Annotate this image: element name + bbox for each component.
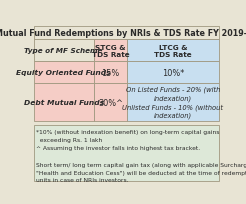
Bar	[127, 39, 218, 62]
Text: indexation): indexation)	[154, 95, 192, 102]
Text: Type of MF Scheme: Type of MF Scheme	[24, 48, 103, 54]
Text: "Health and Education Cess") will be deducted at the time of redemption of: "Health and Education Cess") will be ded…	[35, 170, 246, 175]
Text: Equity Oriented Funds: Equity Oriented Funds	[16, 70, 111, 76]
Text: Unlisted Funds - 10% (without: Unlisted Funds - 10% (without	[122, 104, 223, 110]
Bar	[34, 83, 94, 122]
Bar	[127, 62, 218, 83]
Text: Debt Mutual Funds: Debt Mutual Funds	[24, 100, 104, 106]
Bar	[34, 126, 218, 181]
Text: 10%*: 10%*	[162, 68, 184, 77]
Text: 15%: 15%	[101, 68, 120, 77]
Text: 30%^: 30%^	[98, 98, 123, 107]
Text: *10% (without indexation benefit) on long-term capital gains: *10% (without indexation benefit) on lon…	[35, 130, 219, 135]
Text: Mutual Fund Redemptions by NRIs & TDS Rate FY 2019-20: Mutual Fund Redemptions by NRIs & TDS Ra…	[0, 29, 246, 38]
Text: On Listed Funds - 20% (with: On Listed Funds - 20% (with	[126, 86, 220, 93]
Text: Short term/ long term capital gain tax (along with applicable Surcharge and: Short term/ long term capital gain tax (…	[35, 162, 246, 167]
Bar	[94, 39, 127, 62]
Text: STCG &
TDS Rate: STCG & TDS Rate	[92, 44, 129, 57]
Bar	[34, 39, 94, 62]
Bar	[34, 62, 94, 83]
Text: LTCG &
TDS Rate: LTCG & TDS Rate	[154, 44, 192, 57]
Text: indexation): indexation)	[154, 112, 192, 119]
Bar	[34, 27, 218, 39]
Text: exceeding Rs. 1 lakh: exceeding Rs. 1 lakh	[35, 137, 102, 142]
Text: units in case of NRIs investors.: units in case of NRIs investors.	[35, 177, 128, 182]
Bar	[94, 62, 127, 83]
Bar	[94, 83, 127, 122]
Bar	[127, 83, 218, 122]
Bar	[34, 126, 218, 181]
Text: ^ Assuming the investor falls into highest tax bracket.: ^ Assuming the investor falls into highe…	[35, 145, 200, 150]
